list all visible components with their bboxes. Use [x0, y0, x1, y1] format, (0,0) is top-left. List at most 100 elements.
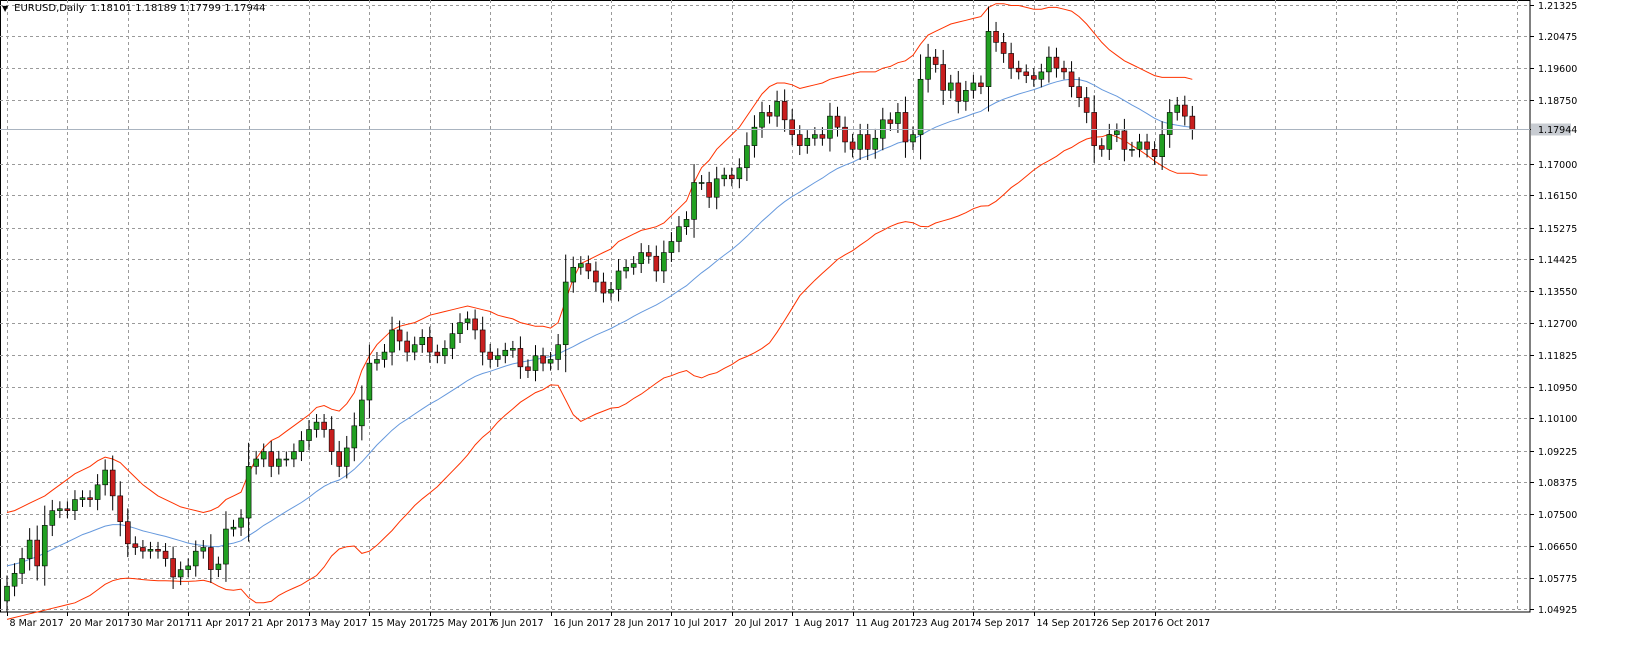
bear-candle-body	[1061, 67, 1067, 73]
candle	[19, 547, 25, 584]
bull-candle-body	[947, 82, 954, 91]
bear-candle-body	[1008, 53, 1014, 69]
candle	[978, 75, 984, 95]
bull-candle-body	[19, 558, 25, 574]
bear-candle-body	[1031, 75, 1037, 80]
x-tick-label: 14 Sep 2017	[1037, 618, 1097, 629]
candle	[132, 536, 139, 555]
candle	[1061, 60, 1067, 80]
bull-candle-body	[343, 447, 350, 467]
x-tick-label: 16 Jun 2017	[554, 618, 611, 629]
bull-candle-body	[185, 565, 191, 570]
y-tick-label: 1.20475	[1538, 32, 1577, 43]
candle	[313, 414, 320, 438]
candle	[706, 171, 712, 208]
bear-candle-body	[789, 119, 796, 135]
bear-candle-body	[1053, 56, 1060, 69]
bull-candle-body	[970, 82, 977, 91]
candle	[834, 106, 841, 137]
x-tick-label: 10 Jul 2017	[674, 618, 728, 629]
dropdown-triangle-icon[interactable]: ▼	[2, 4, 9, 13]
candle	[1166, 99, 1173, 148]
candle	[721, 167, 728, 187]
candle	[411, 336, 418, 361]
candle	[910, 126, 916, 151]
bear-candle-body	[653, 255, 660, 272]
candle	[147, 541, 154, 559]
bull-candle-body	[306, 429, 312, 441]
candle	[759, 101, 765, 138]
bear-candle-body	[864, 134, 871, 150]
bull-candle-body	[275, 458, 282, 467]
bull-candle-body	[1106, 134, 1113, 150]
bear-candle-body	[1083, 97, 1090, 113]
candle	[940, 49, 947, 105]
candle	[1046, 46, 1052, 83]
candle	[1144, 133, 1150, 158]
candle	[494, 348, 501, 367]
bear-candle-body	[955, 82, 962, 102]
candle	[555, 334, 561, 371]
x-tick-label: 23 Aug 2017	[916, 618, 977, 629]
candle	[464, 311, 471, 331]
bull-candle-body	[895, 112, 901, 124]
bull-candle-body	[661, 252, 667, 272]
price-axis[interactable]: 1.21325 1.20475 1.19600 1.18750 1.17944 1.170…	[1530, 1, 1577, 616]
bull-candle-body	[630, 263, 637, 268]
plot-frame	[0, 0, 1531, 613]
candle	[253, 450, 259, 475]
bear-candle-body	[517, 348, 524, 368]
candle	[895, 103, 901, 133]
bear-candle-body	[321, 421, 327, 430]
candle	[963, 80, 969, 111]
time-axis[interactable]: 8 Mar 2017 20 Mar 2017 30 Mar 2017 11 Apr 2…	[7, 612, 1211, 629]
x-tick-label: 25 May 2017	[433, 618, 495, 629]
candle	[351, 412, 358, 462]
bear-candle-body	[1144, 141, 1150, 150]
candle	[842, 116, 848, 153]
bull-candle-body	[857, 134, 863, 150]
candle	[872, 128, 879, 159]
candle	[374, 351, 380, 371]
bull-candle-body	[721, 174, 728, 180]
candle	[502, 342, 509, 364]
bull-candle-body	[925, 56, 931, 80]
bull-candle-body	[374, 359, 380, 364]
chart-symbol: EURUSD,Daily	[14, 3, 85, 14]
candle	[192, 540, 199, 577]
candle	[1151, 141, 1158, 165]
bear-candle-body	[849, 141, 856, 150]
bull-candle-body	[366, 362, 373, 401]
candle	[623, 259, 629, 279]
candle	[1053, 47, 1060, 78]
x-tick-label: 28 Jun 2017	[614, 618, 671, 629]
candle	[404, 331, 410, 362]
bull-candle-body	[638, 252, 645, 264]
bear-candle-body	[1023, 71, 1030, 76]
candle	[230, 519, 237, 537]
candle	[49, 499, 56, 537]
candle	[94, 474, 101, 511]
bear-candle-body	[796, 134, 803, 146]
bull-candle-body	[49, 510, 56, 526]
candle	[585, 255, 592, 280]
bull-candle-body	[94, 484, 101, 500]
candle	[298, 431, 305, 462]
candle	[215, 556, 222, 578]
candle	[698, 175, 705, 190]
candle	[645, 245, 652, 264]
bear-candle-body	[434, 351, 441, 357]
bull-candle-body	[963, 90, 969, 102]
bull-candle-body	[668, 241, 675, 253]
bull-candle-body	[555, 344, 561, 360]
bear-candle-body	[540, 355, 546, 364]
candle	[593, 261, 599, 292]
bull-candle-body	[1166, 112, 1173, 135]
candle	[668, 232, 675, 262]
bear-candle-body	[1068, 71, 1075, 87]
candle	[1031, 68, 1037, 87]
candle	[321, 414, 327, 438]
bear-candle-body	[834, 115, 841, 128]
bull-candle-body	[1046, 56, 1052, 73]
